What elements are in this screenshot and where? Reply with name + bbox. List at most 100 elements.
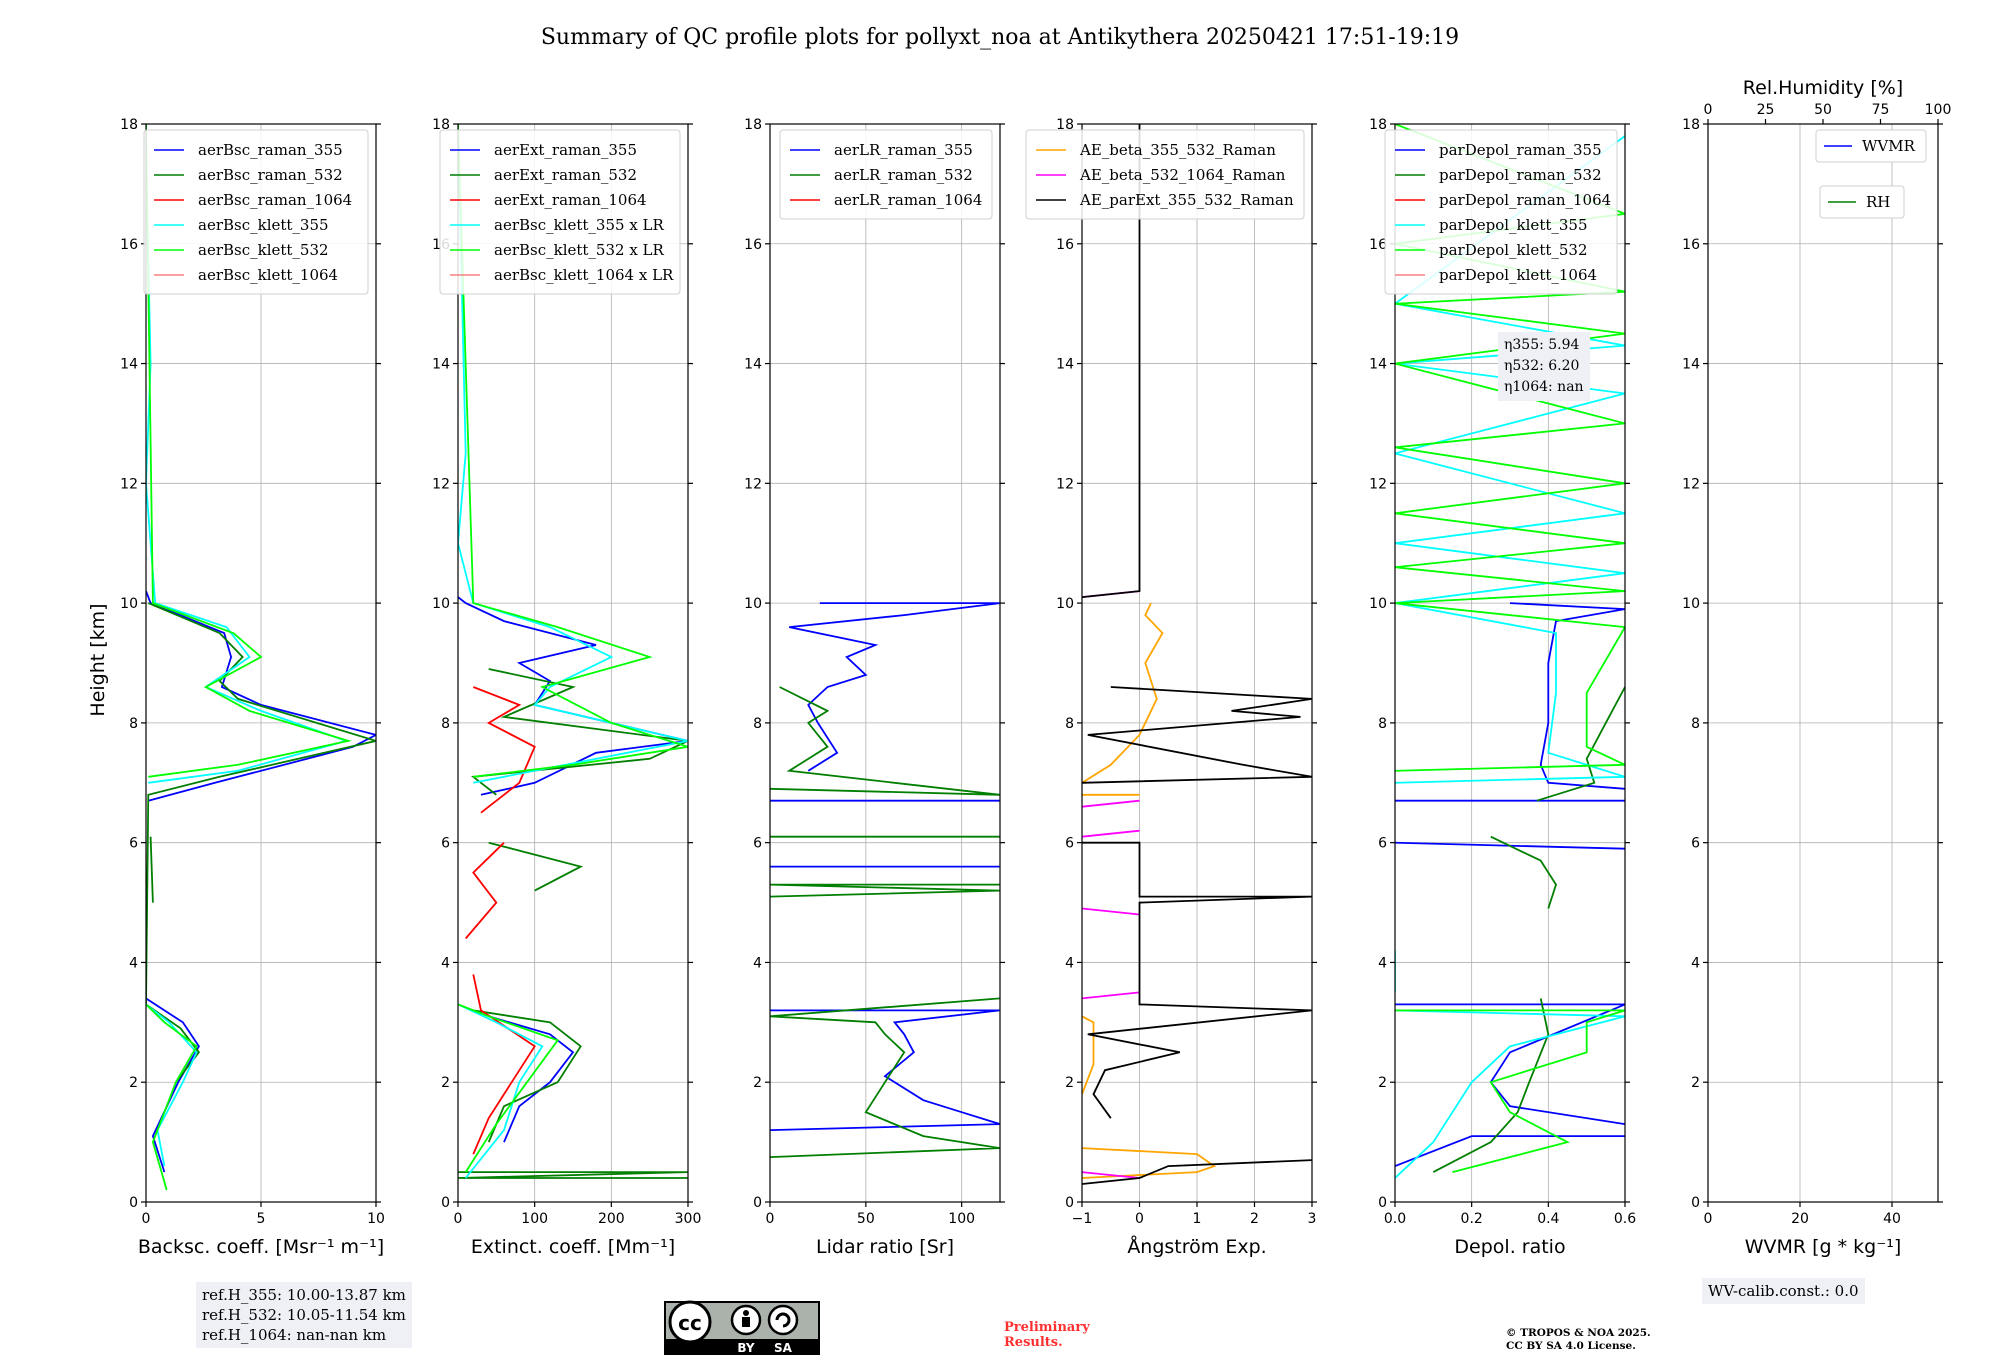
y-axis-label: Height [km] — [87, 603, 109, 716]
x-axis-label: Extinct. coeff. [Mm⁻¹] — [471, 1236, 675, 1258]
legend-entry: parDepol_klett_1064 — [1439, 266, 1597, 284]
y-tick-label: 6 — [753, 836, 762, 852]
y-tick-label: 18 — [432, 117, 450, 133]
y-tick-label: 18 — [744, 117, 762, 133]
y-tick-label: 4 — [129, 955, 138, 971]
legend-entry: parDepol_raman_1064 — [1439, 191, 1611, 209]
y-tick-label: 0 — [1691, 1195, 1700, 1211]
y-tick-label: 14 — [1369, 357, 1387, 373]
share-alike-icon — [767, 1304, 799, 1336]
by-label: BY — [737, 1341, 754, 1355]
y-tick-label: 14 — [1056, 357, 1074, 373]
legend-entry: aerBsc_raman_532 — [198, 166, 343, 184]
y-tick-label: 18 — [120, 117, 138, 133]
series-line-aerBsc_klett_532 x LR — [458, 124, 688, 1173]
legend-entry: aerBsc_klett_1064 — [198, 266, 338, 284]
y-tick-label: 0 — [1378, 1195, 1387, 1211]
series-line-aerLR_raman_355 — [770, 602, 1000, 1131]
y-tick-label: 0 — [753, 1195, 762, 1211]
y-tick-label: 8 — [1691, 716, 1700, 732]
legend-entry: aerExt_raman_355 — [494, 141, 637, 159]
legend-entry: aerBsc_klett_355 — [198, 216, 329, 234]
y-tick-label: 8 — [129, 716, 138, 732]
y-tick-label: 6 — [441, 836, 450, 852]
legend-entry: aerExt_raman_532 — [494, 166, 637, 184]
legend — [1384, 129, 1618, 295]
legend-entry: WVMR — [1862, 137, 1916, 155]
x-tick-label: 100 — [948, 1211, 975, 1227]
y-tick-label: 14 — [432, 357, 450, 373]
y-tick-label: 2 — [1065, 1075, 1074, 1091]
x-tick-label: 0 — [766, 1211, 775, 1227]
series-line-AE_beta_355_532_Raman — [1082, 602, 1217, 1179]
y-tick-label: 6 — [1065, 836, 1074, 852]
legend-entry: aerBsc_klett_1064 x LR — [494, 266, 674, 284]
plot-frame — [457, 123, 689, 1203]
y-tick-label: 12 — [1056, 476, 1074, 492]
top-tick-label: 75 — [1872, 102, 1890, 118]
legend-entry: parDepol_raman_532 — [1439, 166, 1602, 184]
series-line-aerBsc_raman_355 — [146, 590, 376, 1173]
eta-1064: η1064: nan — [1504, 379, 1584, 395]
y-tick-label: 10 — [432, 596, 450, 612]
preliminary-results-note: Preliminary Results. — [1004, 1320, 1090, 1350]
x-axis-label: Ångström Exp. — [1127, 1235, 1266, 1258]
ref-height-355: ref.H_355: 10.00-13.87 km — [202, 1286, 406, 1304]
x-tick-label: 0.2 — [1461, 1211, 1483, 1227]
y-tick-label: 10 — [1056, 596, 1074, 612]
top-tick-label: 0 — [1704, 102, 1713, 118]
y-tick-label: 8 — [1065, 716, 1074, 732]
copyright-line-2: CC BY SA 4.0 License. — [1506, 1340, 1636, 1352]
top-tick-label: 25 — [1757, 102, 1775, 118]
x-tick-label: 5 — [257, 1211, 266, 1227]
y-tick-label: 4 — [1065, 955, 1074, 971]
chart-title: Summary of QC profile plots for pollyxt_… — [541, 25, 1459, 50]
y-tick-label: 12 — [1682, 476, 1700, 492]
x-tick-label: 10 — [367, 1211, 385, 1227]
y-tick-label: 0 — [1065, 1195, 1074, 1211]
eta-532: η532: 6.20 — [1504, 358, 1580, 374]
plot-frame — [1707, 123, 1939, 1203]
x-tick-label: −1 — [1072, 1211, 1093, 1227]
y-tick-label: 16 — [744, 237, 762, 253]
cc-icon — [668, 1300, 712, 1344]
panel-3: 0 2 4 6 8 10 12 14 16 18 0 50 100 Lidar ratio [Sr] aer… — [744, 117, 1005, 1258]
series-line-aerLR_raman_532 — [770, 686, 1000, 1158]
y-tick-label: 18 — [1056, 117, 1074, 133]
top-tick-label: 50 — [1814, 102, 1832, 118]
legend — [439, 129, 681, 295]
eta-355: η355: 5.94 — [1504, 337, 1580, 353]
y-tick-label: 4 — [441, 955, 450, 971]
legend-entry: aerBsc_klett_532 — [198, 241, 329, 259]
y-tick-label: 10 — [1369, 596, 1387, 612]
y-tick-label: 8 — [441, 716, 450, 732]
copyright-note: © TROPOS & NOA 2025. CC BY SA 4.0 Licens… — [1506, 1327, 1651, 1353]
legend-entry: parDepol_klett_355 — [1439, 216, 1588, 234]
top-axis-label: Rel.Humidity [%] — [1743, 77, 1903, 99]
plot-frame — [1394, 123, 1626, 1203]
panel-2: 0246810121416180100200300Extinct. coeff.… — [432, 117, 701, 1258]
legend-entry: RH — [1866, 193, 1890, 211]
y-tick-label: 4 — [753, 955, 762, 971]
y-tick-label: 10 — [120, 596, 138, 612]
top-tick-label: 100 — [1925, 102, 1952, 118]
y-tick-label: 8 — [753, 716, 762, 732]
y-tick-label: 2 — [1378, 1075, 1387, 1091]
sa-label: SA — [774, 1341, 793, 1355]
x-tick-label: 0 — [142, 1211, 151, 1227]
legend-entry: aerLR_raman_1064 — [834, 191, 982, 209]
series-line-aerBsc_klett_355 x LR — [458, 124, 688, 1179]
y-tick-label: 16 — [1369, 237, 1387, 253]
plot-frame — [769, 123, 1001, 1203]
legend — [143, 129, 369, 295]
y-tick-label: 14 — [120, 357, 138, 373]
y-tick-label: 12 — [744, 476, 762, 492]
series-line-aerBsc_klett_532 — [146, 124, 352, 1191]
x-tick-label: 300 — [675, 1211, 702, 1227]
ref-height-1064: ref.H_1064: nan-nan km — [202, 1326, 387, 1344]
series-line-AE_parExt_355_532_Raman — [1082, 124, 1312, 1185]
y-tick-label: 14 — [744, 357, 762, 373]
